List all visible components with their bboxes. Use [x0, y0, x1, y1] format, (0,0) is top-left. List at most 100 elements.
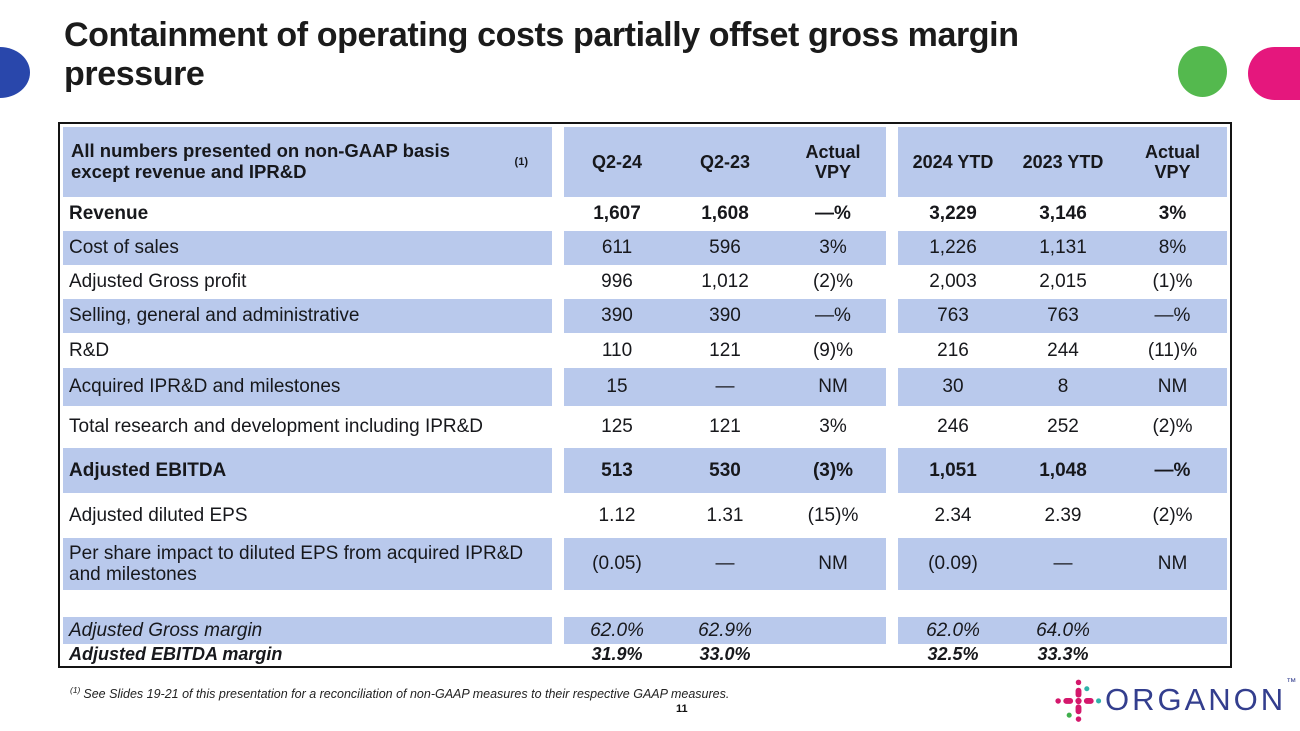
value-cell: 33.0%: [699, 644, 751, 664]
value-cell: [780, 644, 886, 664]
value-cell: 763: [898, 299, 1008, 333]
column-header-actual-vpy-quarter: Actual VPY: [780, 127, 886, 197]
value-cell: 1,131: [1008, 231, 1118, 265]
value-cell: 8%: [1118, 231, 1227, 265]
column-header-2023-ytd: 2023 YTD: [1008, 127, 1118, 197]
row-label: Adjusted EBITDA margin: [69, 644, 283, 664]
value-cell: 1,048: [1008, 448, 1118, 493]
value-cell: 64.0%: [1008, 617, 1118, 644]
value-cell: [1118, 644, 1227, 664]
table-row-rd: R&D 110 121 (9)% 216 244 (11)%: [63, 333, 1227, 368]
value-cell: 3%: [819, 416, 847, 438]
column-header-q2-23: Q2-23: [670, 127, 780, 197]
value-cell: 30: [898, 368, 1008, 406]
row-label: Adjusted diluted EPS: [69, 504, 248, 526]
slide-title: Containment of operating costs partially…: [64, 16, 1019, 94]
value-cell: —: [1008, 538, 1118, 590]
value-cell: (2)%: [1152, 504, 1193, 526]
table-row-adjusted-ebitda-margin: Adjusted EBITDA margin 31.9% 33.0% 32.5%…: [63, 644, 1227, 664]
table-row-acquired-iprd: Acquired IPR&D and milestones 15 — NM 30…: [63, 368, 1227, 406]
value-cell: 3,146: [1039, 203, 1087, 225]
table-row-adjusted-diluted-eps: Adjusted diluted EPS 1.12 1.31 (15)% 2.3…: [63, 493, 1227, 538]
footnote-text: See Slides 19-21 of this presentation fo…: [83, 687, 730, 702]
value-cell: 252: [1047, 416, 1079, 438]
row-label: Per share impact to diluted EPS from acq…: [63, 538, 552, 590]
row-label: Total research and development including…: [69, 416, 484, 438]
value-cell: 125: [601, 416, 633, 438]
value-cell: —%: [780, 299, 886, 333]
accent-circle-shape: [1178, 46, 1227, 97]
column-header-2024-ytd: 2024 YTD: [898, 127, 1008, 197]
value-cell: 3,229: [929, 203, 977, 225]
accent-pill-shape: [1248, 47, 1300, 100]
footnote-marker: (1): [70, 685, 81, 695]
value-cell: [1118, 617, 1227, 644]
value-cell: (2)%: [812, 271, 854, 293]
value-cell: 62.0%: [898, 617, 1008, 644]
table-header-label: All numbers presented on non-GAAP basis …: [63, 127, 552, 197]
value-cell: 390: [670, 299, 780, 333]
value-cell: 1,608: [701, 203, 749, 225]
value-cell: 596: [670, 231, 780, 265]
row-label: Selling, general and administrative: [63, 299, 552, 333]
value-cell: 2,003: [929, 271, 977, 293]
value-cell: 1,012: [701, 271, 749, 293]
value-cell: (1)%: [1152, 271, 1193, 293]
value-cell: —%: [1118, 448, 1227, 493]
value-cell: 1.31: [706, 504, 744, 526]
value-cell: 32.5%: [927, 644, 979, 664]
value-cell: NM: [780, 538, 886, 590]
table-row-cost-of-sales: Cost of sales 611 596 3% 1,226 1,131 8%: [63, 231, 1227, 265]
value-cell: 3%: [780, 231, 886, 265]
value-cell: (0.05): [564, 538, 670, 590]
table-row-adjusted-gross-margin: Adjusted Gross margin 62.0% 62.9% 62.0% …: [63, 617, 1227, 644]
value-cell: 216: [937, 339, 969, 361]
value-cell: 1.12: [598, 504, 636, 526]
value-cell: 62.9%: [670, 617, 780, 644]
value-cell: (15)%: [807, 504, 859, 526]
value-cell: 390: [564, 299, 670, 333]
value-cell: 121: [709, 339, 741, 361]
value-cell: (2)%: [1152, 416, 1193, 438]
table-header-label-text: All numbers presented on non-GAAP basis …: [71, 140, 450, 182]
value-cell: 110: [601, 339, 633, 361]
table-spacer-row: [63, 590, 1227, 617]
row-label: Adjusted EBITDA: [63, 448, 552, 493]
trademark-symbol: ™: [1286, 677, 1297, 688]
value-cell: 2.34: [934, 504, 972, 526]
value-cell: 8: [1008, 368, 1118, 406]
value-cell: 33.3%: [1037, 644, 1089, 664]
column-gap: [886, 127, 898, 197]
page-number: 11: [676, 703, 688, 715]
column-gap: [552, 127, 564, 197]
row-label: Acquired IPR&D and milestones: [63, 368, 552, 406]
value-cell: —%: [1118, 299, 1227, 333]
value-cell: [780, 617, 886, 644]
value-cell: (9)%: [812, 339, 854, 361]
value-cell: 121: [709, 416, 741, 438]
financial-results-table: All numbers presented on non-GAAP basis …: [58, 122, 1232, 668]
value-cell: NM: [1118, 368, 1227, 406]
value-cell: 513: [564, 448, 670, 493]
accent-semicircle-shape: [0, 47, 30, 98]
value-cell: 1,051: [898, 448, 1008, 493]
table-row-revenue: Revenue 1,607 1,608 —% 3,229 3,146 3%: [63, 197, 1227, 231]
value-cell: 3%: [1158, 203, 1187, 225]
footnote: (1) See Slides 19-21 of this presentation…: [70, 685, 729, 701]
value-cell: —%: [815, 203, 851, 225]
value-cell: 246: [937, 416, 969, 438]
value-cell: (3)%: [780, 448, 886, 493]
value-cell: (0.09): [898, 538, 1008, 590]
value-cell: 31.9%: [591, 644, 643, 664]
value-cell: 2.39: [1044, 504, 1082, 526]
column-header-actual-vpy-ytd: Actual VPY: [1118, 127, 1227, 197]
value-cell: (11)%: [1147, 339, 1198, 361]
value-cell: 1,226: [898, 231, 1008, 265]
value-cell: —: [670, 538, 780, 590]
value-cell: 15: [564, 368, 670, 406]
value-cell: 62.0%: [564, 617, 670, 644]
value-cell: 611: [564, 231, 670, 265]
value-cell: NM: [780, 368, 886, 406]
value-cell: 996: [601, 271, 633, 293]
